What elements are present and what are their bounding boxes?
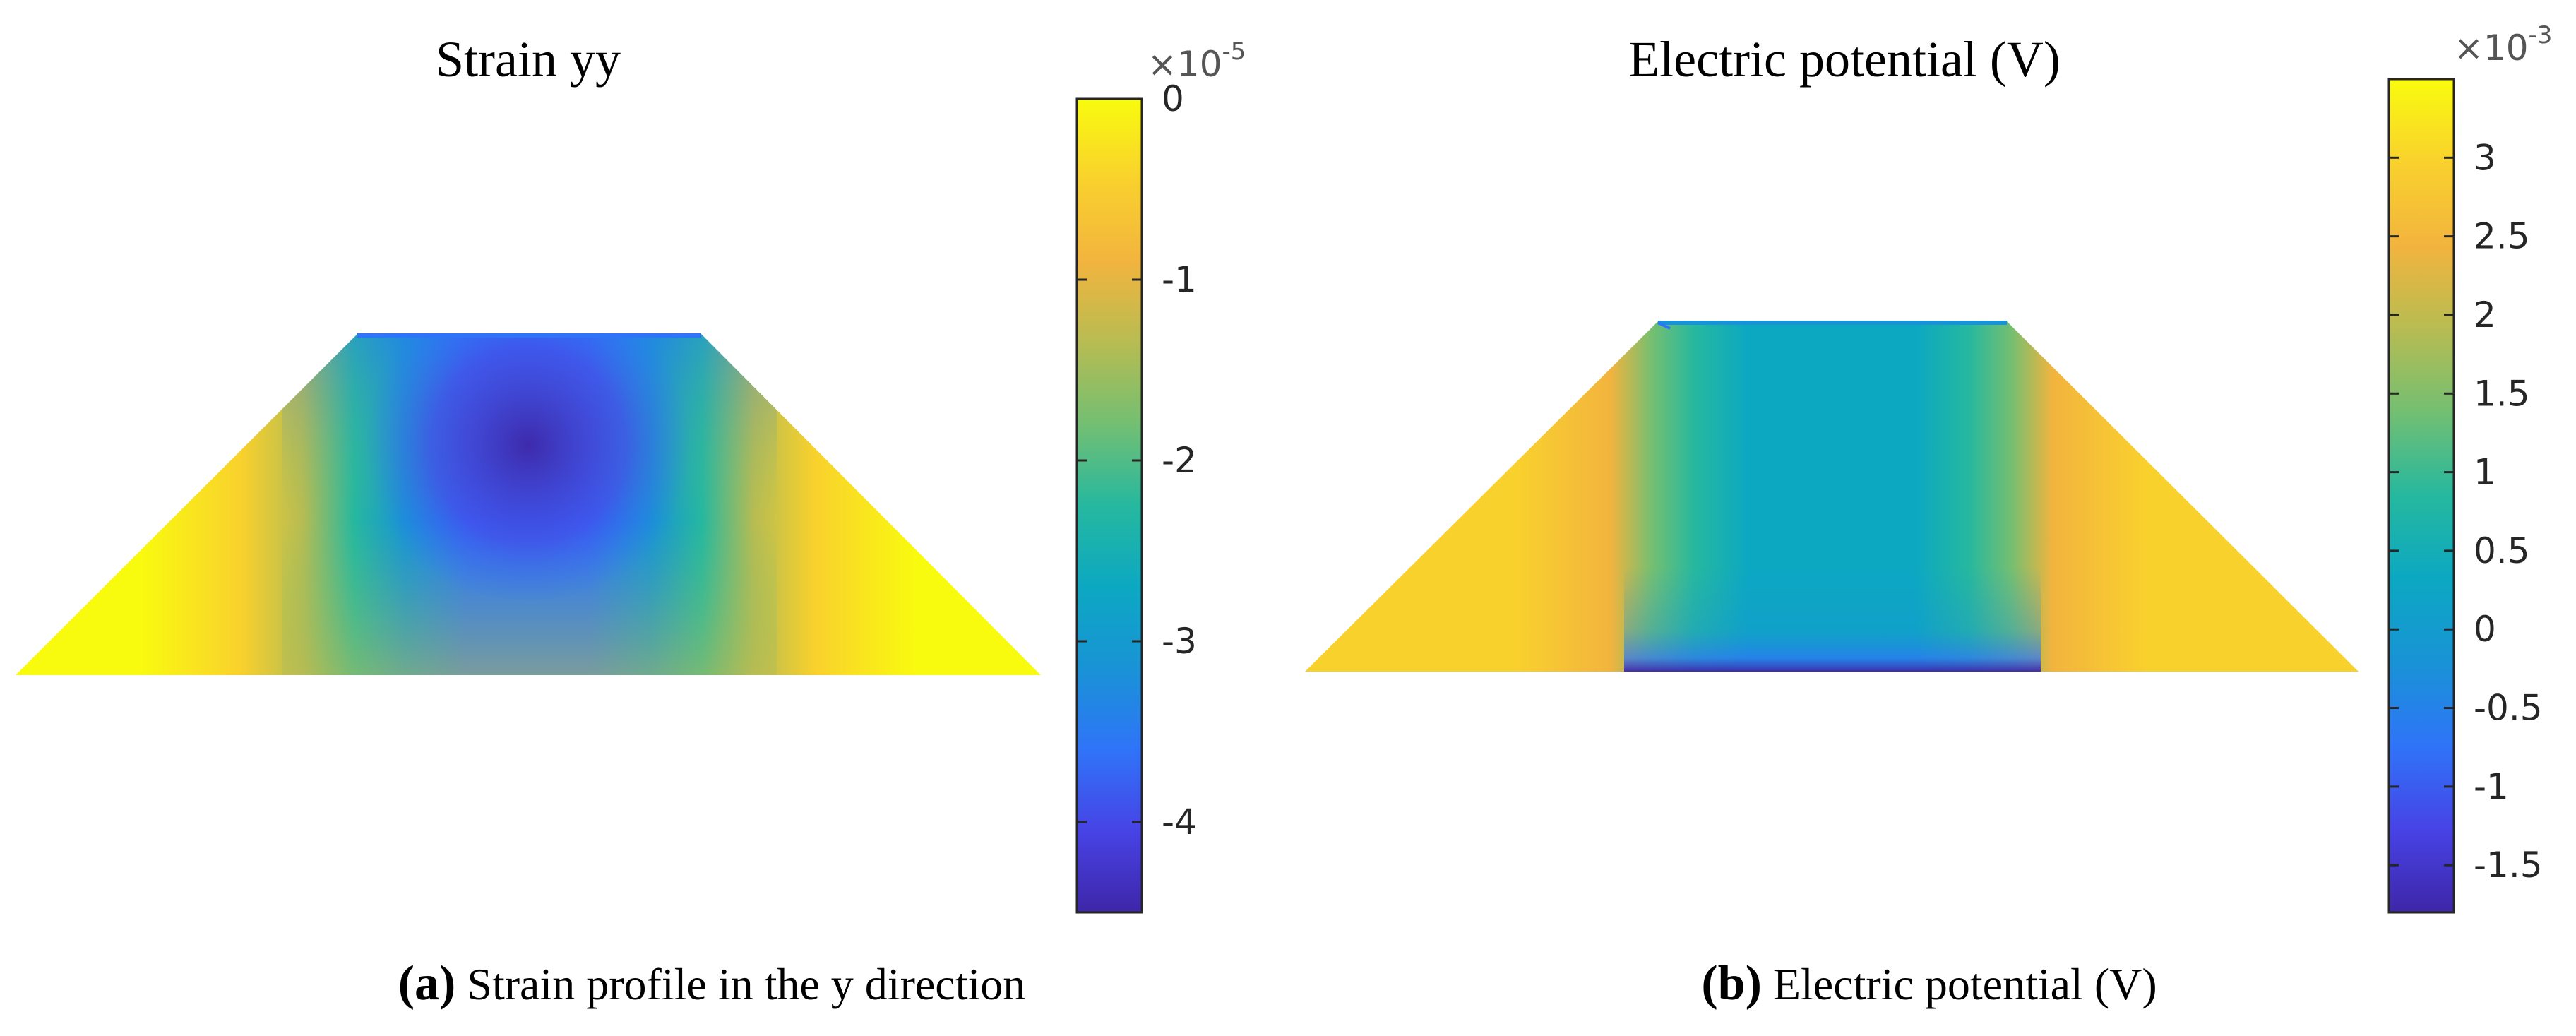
panel-b-tick-label: -0.5 xyxy=(2474,688,2543,729)
panel-b-heatmap xyxy=(1305,321,2359,672)
panel-a-heatmap xyxy=(16,333,1041,675)
panel-a-tick-label: -2 xyxy=(1162,440,1197,481)
panel-b-caption: (b) Electric potential (V) xyxy=(1701,956,2157,1011)
panel-b-tick-label: 0.5 xyxy=(2474,530,2530,571)
panel-b-tick-label: 2.5 xyxy=(2474,216,2530,257)
panel-b-colorbar-exponent: ×10-3 xyxy=(2454,21,2552,69)
panel-a-tick-label: -1 xyxy=(1162,259,1197,300)
panel-b-tick-label: -1.5 xyxy=(2474,845,2543,886)
panel-b-colorbar: 3 2.5 2 1.5 1 0.5 0 -0.5 -1 -1.5 xyxy=(2387,78,2543,914)
panel-b-tick-label: 2 xyxy=(2474,294,2496,335)
panel-b-tick-label: 0 xyxy=(2474,609,2496,650)
panel-a-tick-label: -4 xyxy=(1162,802,1197,843)
panel-a-colorbar-gradient xyxy=(1075,97,1143,914)
panel-a-colorbar: 0 -1 -2 -3 -4 xyxy=(1075,78,1197,914)
panel-b: Electric potential (V) 3 2.5 2 1.5 1 0.5 0 -0.5… xyxy=(1305,21,2552,1011)
panel-b-field-bottom xyxy=(1624,321,2041,672)
panel-b-tick-label: 1.5 xyxy=(2474,373,2530,414)
panel-b-tick-label: 1 xyxy=(2474,452,2496,493)
panel-b-colorbar-gradient xyxy=(2387,78,2455,914)
panel-a-colorbar-exponent: ×10-5 xyxy=(1147,37,1246,85)
panel-a: Strain yy 0 -1 -2 -3 -4 ×10-5 (a) Strain prof… xyxy=(16,31,1246,1011)
panel-a-title: Strain yy xyxy=(436,31,621,88)
panel-b-tick-label: -1 xyxy=(2474,766,2509,807)
panel-b-tick-label: 3 xyxy=(2474,137,2496,178)
panel-a-field-minimum xyxy=(359,334,698,600)
panel-b-title: Electric potential (V) xyxy=(1628,31,2061,88)
panel-a-tick-label: -3 xyxy=(1162,621,1197,662)
panel-b-corner-left xyxy=(1657,321,1671,330)
panel-a-caption: (a) Strain profile in the y direction xyxy=(398,956,1026,1011)
panel-a-tick-label: 0 xyxy=(1162,78,1184,119)
